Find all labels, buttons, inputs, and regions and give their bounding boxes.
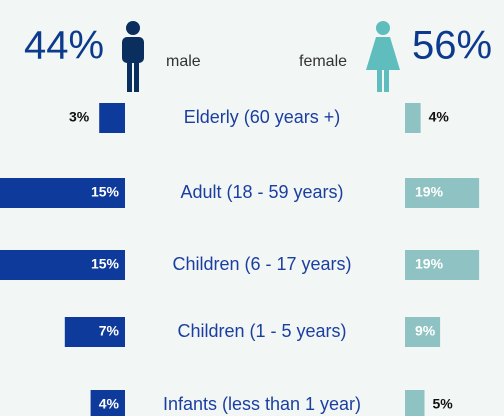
male-value-label: 15% (91, 256, 120, 272)
female-bar (405, 317, 441, 347)
male-icon (122, 21, 144, 92)
female-value-label: 4% (429, 109, 450, 125)
female-bar (405, 390, 425, 416)
male-value-label: 7% (99, 323, 120, 339)
male-bar (64, 317, 125, 347)
female-value-label: 19% (415, 184, 444, 200)
category-label: Elderly (60 years +) (184, 107, 341, 127)
male-label: male (166, 53, 201, 70)
female-icon (366, 21, 400, 92)
female-value-label: 5% (433, 396, 454, 412)
male-bar (90, 390, 125, 416)
male-total: 44% (24, 24, 104, 68)
female-bar (405, 178, 480, 208)
male-value-label: 15% (91, 184, 120, 200)
category-label: Children (1 - 5 years) (177, 321, 346, 341)
male-bar (0, 250, 125, 280)
female-value-label: 19% (415, 256, 444, 272)
male-bar (0, 178, 125, 208)
female-label: female (299, 53, 347, 70)
male-bar (99, 103, 125, 133)
male-value-label: 3% (69, 109, 90, 125)
category-label: Infants (less than 1 year) (163, 394, 361, 414)
category-label: Children (6 - 17 years) (172, 254, 351, 274)
male-value-label: 4% (99, 396, 120, 412)
category-label: Adult (18 - 59 years) (180, 182, 343, 202)
female-total: 56% (412, 24, 492, 68)
female-bar (405, 103, 421, 133)
female-value-label: 9% (415, 323, 436, 339)
female-bar (405, 250, 480, 280)
